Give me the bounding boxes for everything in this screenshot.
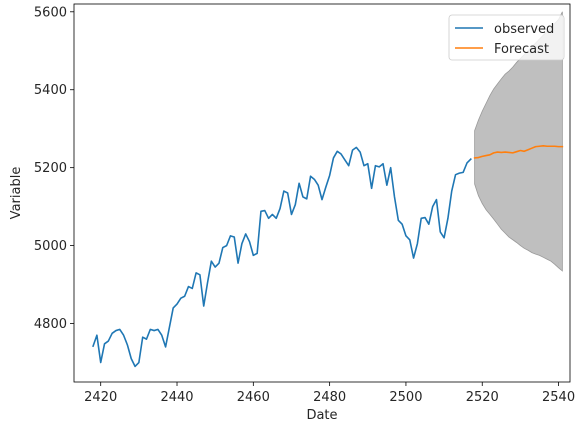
legend: observed Forecast — [448, 14, 565, 61]
y-axis: 4800 5000 5200 5400 5600 — [34, 5, 74, 332]
y-axis-label: Variable — [9, 167, 24, 220]
legend-observed-label: observed — [494, 22, 554, 37]
plot-area — [92, 11, 564, 368]
x-axis-label: Date — [306, 408, 337, 423]
x-tick-label: 2420 — [84, 390, 117, 405]
legend-forecast-label: Forecast — [494, 42, 549, 57]
x-tick-label: 2520 — [466, 390, 499, 405]
y-tick-label: 5600 — [34, 5, 67, 20]
y-tick-label: 4800 — [34, 317, 67, 332]
y-tick-label: 5400 — [34, 83, 67, 98]
forecast-series-line — [473, 145, 564, 159]
x-tick-label: 2500 — [389, 390, 422, 405]
x-tick-label: 2460 — [237, 390, 270, 405]
x-tick-label: 2480 — [313, 390, 346, 405]
y-tick-label: 5000 — [34, 239, 67, 254]
confidence-interval-band — [474, 11, 563, 272]
x-tick-label: 2440 — [160, 390, 193, 405]
y-tick-label: 5200 — [34, 161, 67, 176]
x-axis: 2420 2440 2460 2480 2500 2520 2540 — [84, 382, 575, 405]
x-tick-label: 2540 — [542, 390, 575, 405]
observed-series-line — [92, 146, 472, 368]
plot-frame — [73, 3, 571, 383]
